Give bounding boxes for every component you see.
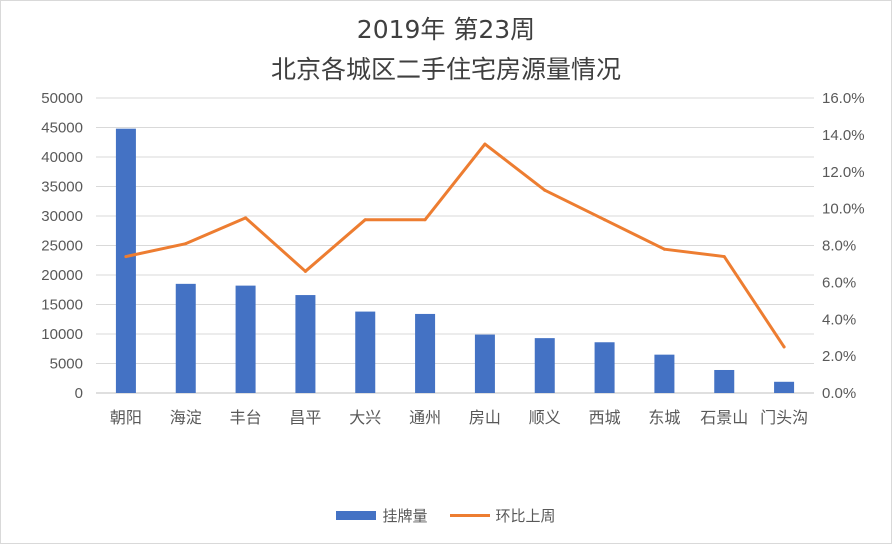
legend-label-bars: 挂牌量 — [382, 507, 428, 525]
y-left-tick-label: 5000 — [50, 356, 83, 373]
y-right-axis: 0.0% 2.0% 4.0% 6.0% 8.0% 10.0% 12.0% 14.0% 16.0% — [822, 90, 865, 402]
chart-title: 2019年 第23周 — [356, 15, 536, 44]
x-tick-label: 石景山 — [700, 408, 748, 427]
y-left-axis: 0 5000 10000 15000 20000 25000 30000 35000 40000… — [41, 90, 83, 402]
y-right-tick-label: 6.0% — [822, 274, 856, 291]
line-point[interactable] — [423, 218, 427, 222]
x-tick-label: 顺义 — [529, 408, 561, 427]
y-left-tick-label: 20000 — [41, 267, 83, 284]
y-left-tick-label: 10000 — [41, 326, 83, 343]
x-tick-label: 海淀 — [170, 408, 202, 427]
line-point[interactable] — [782, 345, 786, 349]
y-right-tick-label: 4.0% — [822, 311, 856, 328]
line-point[interactable] — [303, 269, 307, 273]
bar[interactable] — [594, 342, 615, 393]
line-point[interactable] — [603, 218, 607, 222]
legend-item-line[interactable]: 环比上周 — [449, 505, 556, 526]
bar[interactable] — [235, 285, 256, 393]
x-tick-label: 大兴 — [349, 408, 381, 427]
bar[interactable] — [534, 338, 555, 393]
y-left-tick-label: 35000 — [41, 179, 83, 196]
y-left-tick-label: 45000 — [41, 120, 83, 137]
legend-label-line: 环比上周 — [495, 507, 556, 525]
y-right-tick-label: 16.0% — [822, 90, 865, 107]
line-point[interactable] — [124, 255, 128, 259]
bar[interactable] — [295, 295, 316, 393]
line-point[interactable] — [244, 216, 248, 220]
gridlines — [96, 97, 814, 394]
x-tick-label: 门头沟 — [760, 408, 808, 427]
bar[interactable] — [355, 311, 376, 393]
x-tick-label: 西城 — [589, 408, 621, 427]
x-tick-label: 丰台 — [230, 408, 262, 427]
line-point[interactable] — [483, 142, 487, 146]
bar[interactable] — [714, 369, 735, 393]
y-right-tick-label: 12.0% — [822, 164, 865, 181]
y-right-tick-label: 0.0% — [822, 385, 856, 402]
x-tick-label: 通州 — [409, 408, 441, 427]
line-point[interactable] — [363, 218, 367, 222]
line-point[interactable] — [543, 188, 547, 192]
y-left-tick-label: 50000 — [41, 90, 83, 107]
y-right-tick-label: 10.0% — [822, 201, 865, 218]
bar-series — [115, 128, 795, 393]
x-tick-label: 昌平 — [289, 408, 321, 427]
bar[interactable] — [774, 381, 795, 393]
y-left-tick-label: 30000 — [41, 208, 83, 225]
y-right-tick-label: 8.0% — [822, 238, 856, 255]
line-point[interactable] — [722, 255, 726, 259]
x-tick-label: 房山 — [469, 408, 501, 427]
chart-subtitle: 北京各城区二手住宅房源量情况 — [270, 55, 621, 84]
y-right-tick-label: 14.0% — [822, 127, 865, 144]
y-left-tick-label: 15000 — [41, 297, 83, 314]
x-tick-label: 朝阳 — [110, 408, 142, 427]
legend-swatch-line — [449, 514, 490, 517]
y-left-tick-label: 0 — [75, 385, 83, 402]
bar[interactable] — [654, 354, 675, 393]
bar[interactable] — [175, 283, 196, 393]
line-series — [124, 142, 786, 349]
line-point[interactable] — [662, 247, 666, 251]
y-left-tick-label: 40000 — [41, 149, 83, 166]
line-path[interactable] — [124, 142, 786, 349]
line-point[interactable] — [184, 242, 188, 246]
legend-item-bars[interactable]: 挂牌量 — [336, 505, 428, 526]
x-tick-label: 东城 — [648, 408, 680, 427]
bar[interactable] — [415, 313, 436, 393]
bar[interactable] — [474, 334, 495, 393]
y-right-tick-label: 2.0% — [822, 348, 856, 365]
legend: 挂牌量 环比上周 — [1, 505, 891, 526]
bar[interactable] — [115, 128, 136, 393]
y-left-tick-label: 25000 — [41, 238, 83, 255]
legend-swatch-bar — [336, 511, 377, 520]
x-axis: 朝阳 海淀 丰台 昌平 大兴 通州 房山 顺义 西城 东城 石景山 门头沟 — [110, 408, 808, 427]
